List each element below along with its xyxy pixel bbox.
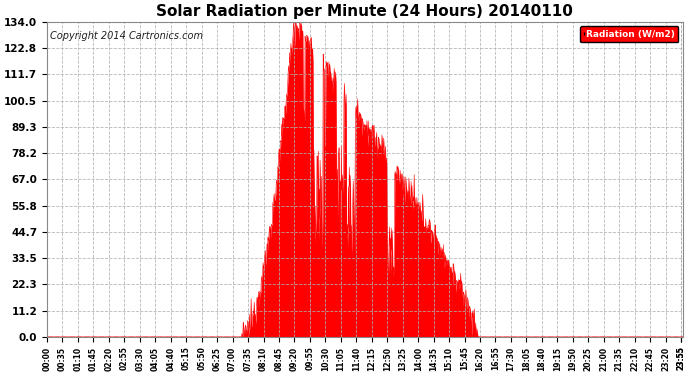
Legend: Radiation (W/m2): Radiation (W/m2) — [580, 26, 678, 42]
Title: Solar Radiation per Minute (24 Hours) 20140110: Solar Radiation per Minute (24 Hours) 20… — [157, 4, 573, 19]
Text: Copyright 2014 Cartronics.com: Copyright 2014 Cartronics.com — [50, 31, 203, 41]
